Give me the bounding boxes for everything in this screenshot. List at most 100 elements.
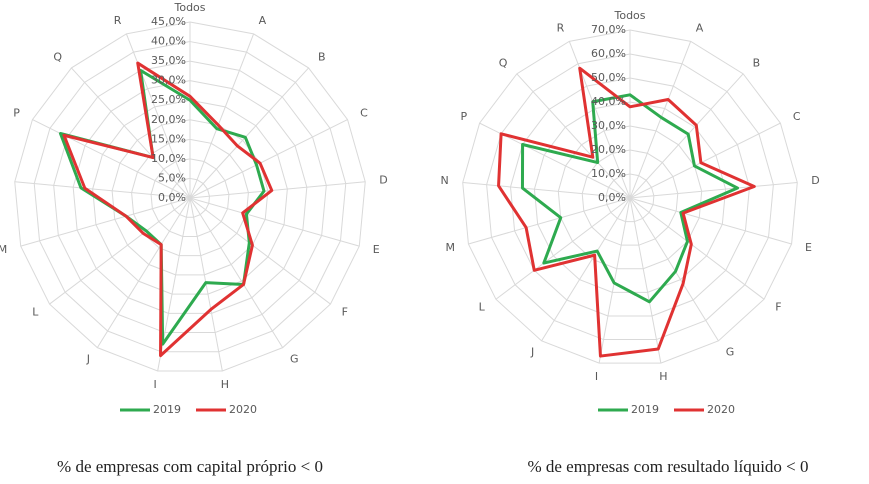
category-label: H <box>221 378 229 391</box>
spoke <box>629 182 798 199</box>
spoke <box>462 182 631 199</box>
category-label: J <box>86 353 90 366</box>
spoke <box>629 73 744 199</box>
y-tick-label: 40,0% <box>151 35 186 48</box>
y-tick-label: 0,0% <box>158 191 186 204</box>
category-label: D <box>811 174 819 187</box>
spoke <box>189 181 366 199</box>
legend-label: 2020 <box>229 403 257 416</box>
category-label: Q <box>499 57 508 70</box>
spoke <box>629 197 719 342</box>
y-tick-label: 30,0% <box>151 74 186 87</box>
chart-caption: % de empresas com capital próprio < 0 <box>57 457 323 476</box>
grid-ring <box>486 53 774 341</box>
spoke <box>189 197 284 348</box>
category-label: J <box>530 346 534 359</box>
category-label: C <box>793 110 801 123</box>
spoke <box>96 197 191 348</box>
category-label: F <box>342 306 348 319</box>
spoke <box>541 197 631 342</box>
category-label: M <box>445 241 455 254</box>
category-label: P <box>460 110 467 123</box>
category-label: E <box>373 243 380 256</box>
category-label: M <box>0 243 7 256</box>
category-label: Todos <box>173 1 205 14</box>
legend-label: 2020 <box>707 403 735 416</box>
spoke <box>629 197 765 300</box>
series-line <box>497 66 756 358</box>
category-label: F <box>775 301 781 314</box>
category-label: L <box>479 301 486 314</box>
category-label: G <box>726 346 735 359</box>
y-tick-label: 20,0% <box>591 143 626 156</box>
grid-ring <box>53 60 327 334</box>
category-label: L <box>32 306 39 319</box>
y-tick-label: 0,0% <box>598 191 626 204</box>
legend-label: 2019 <box>153 403 181 416</box>
spoke <box>20 197 191 247</box>
y-tick-label: 10,0% <box>151 152 186 165</box>
y-tick-label: 15,0% <box>151 132 186 145</box>
category-label: P <box>13 106 20 119</box>
category-label: R <box>557 21 565 34</box>
category-label: C <box>360 106 368 119</box>
y-tick-label: 30,0% <box>591 119 626 132</box>
spoke <box>49 197 191 305</box>
grid-ring <box>131 138 249 257</box>
spoke <box>629 197 792 245</box>
legend-label: 2019 <box>631 403 659 416</box>
spoke <box>71 67 191 199</box>
y-tick-label: 40,0% <box>591 95 626 108</box>
category-label: E <box>805 241 812 254</box>
spoke <box>189 197 331 305</box>
category-label: Q <box>53 51 62 64</box>
grid-ring <box>510 77 750 317</box>
category-label: N <box>0 173 1 186</box>
y-tick-label: 5,0% <box>158 171 186 184</box>
category-label: A <box>696 21 704 34</box>
spoke <box>14 181 191 199</box>
category-label: I <box>153 378 156 391</box>
grid-ring <box>14 21 366 372</box>
category-label: Todos <box>613 9 645 22</box>
y-tick-label: 35,0% <box>151 54 186 67</box>
y-tick-label: 50,0% <box>591 71 626 84</box>
category-label: A <box>259 14 267 27</box>
spoke <box>468 197 631 245</box>
grid-ring <box>557 125 703 270</box>
spoke <box>189 119 348 199</box>
spoke <box>516 73 631 199</box>
category-label: H <box>659 370 667 383</box>
spoke <box>629 197 662 364</box>
category-label: B <box>753 57 761 70</box>
spoke <box>125 33 191 199</box>
y-tick-label: 45,0% <box>151 15 186 28</box>
category-label: R <box>114 14 122 27</box>
y-tick-label: 60,0% <box>591 47 626 60</box>
spoke <box>189 67 309 199</box>
category-label: I <box>595 370 598 383</box>
category-label: D <box>379 173 387 186</box>
grid-ring <box>92 99 288 295</box>
chart-caption: % de empresas com resultado líquido < 0 <box>527 457 808 476</box>
grid-ring <box>150 158 230 237</box>
spoke <box>495 197 631 300</box>
grid-ring <box>605 173 655 223</box>
category-label: B <box>318 51 326 64</box>
y-tick-label: 10,0% <box>591 167 626 180</box>
spoke <box>189 33 255 199</box>
grid-ring <box>33 41 347 353</box>
grid-ring <box>581 149 679 246</box>
y-tick-label: 70,0% <box>591 23 626 36</box>
spoke <box>629 41 692 199</box>
spoke <box>629 122 781 199</box>
category-label: G <box>290 353 299 366</box>
spoke <box>32 119 191 199</box>
series-line <box>520 93 740 304</box>
category-label: N <box>441 174 449 187</box>
grid-ring <box>170 177 210 218</box>
y-tick-label: 25,0% <box>151 93 186 106</box>
y-tick-label: 20,0% <box>151 113 186 126</box>
series-line <box>62 61 274 358</box>
